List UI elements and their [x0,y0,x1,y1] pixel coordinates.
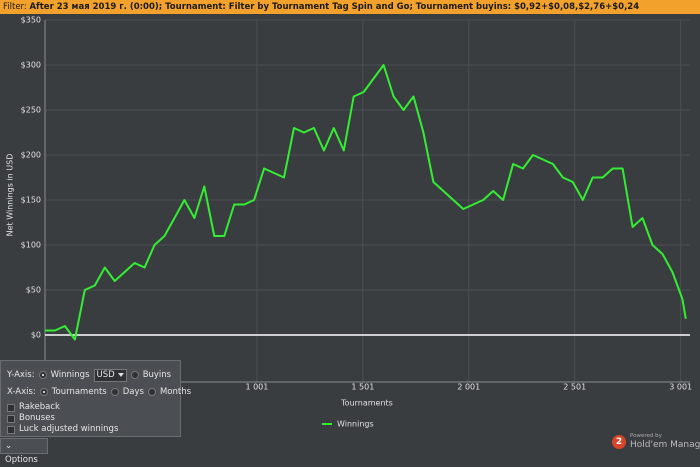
y-tick-label: $100 [21,241,41,250]
label: Luck adjusted winnings [19,424,119,434]
radio[interactable] [110,388,119,396]
y-tick-label: $50 [26,286,41,295]
label: Buyins [142,370,172,380]
checkbox[interactable] [7,414,15,423]
chart: Net Winnings in USD Tournaments $350 $300… [6,16,693,429]
options-button[interactable]: ⌄ Options [0,438,48,465]
brand-name: Hold'em Manager [630,440,700,450]
button-text: Options [5,455,38,465]
currency-select[interactable]: USD [93,368,127,382]
checkbox[interactable] [7,425,15,434]
label: Tournaments [51,387,107,397]
arrow [117,373,124,377]
label: Days [122,387,144,397]
y-tick-label: $350 [21,16,41,25]
y-tick-label: $150 [21,196,41,205]
filter-text: After 23 мая 2019 г. (0:00); Tournament:… [29,2,640,12]
plot-area [45,20,690,382]
label: Months [159,387,192,397]
x-tick-label: 2 001 [457,383,480,392]
y-tick-label: $250 [21,106,41,115]
options-panel: Y-Axis: Winnings USD Buyins X-Axis: Tour… [0,360,191,437]
x-tick-label: 1 501 [351,383,374,392]
x-tick-label: 3 001 [669,383,692,392]
filter-bar: Filter: After 23 мая 2019 г. (0:00); Tou… [0,0,700,14]
select-text: USD [96,369,115,380]
radio[interactable] [147,388,156,396]
x-axis-label: Tournaments [340,399,393,408]
radio[interactable] [39,388,48,396]
checkbox[interactable] [7,403,15,412]
label: Rakeback [19,402,60,412]
radio[interactable] [130,371,139,379]
y-axis-label: Net Winnings in USD [6,154,15,237]
winnings-line [45,64,687,341]
brand: 2 Powered by Hold'em Manager [612,432,700,454]
y-tick-label: $200 [21,151,41,160]
label: Winnings [50,370,90,380]
label: Y-Axis: [7,370,35,380]
legend-label: Winnings [337,420,374,429]
logo: 2 [612,435,626,449]
x-tick-label: 2 501 [563,383,586,392]
label: Bonuses [19,413,55,423]
filter-label: Filter: [3,2,27,12]
radio[interactable] [38,371,47,379]
y-tick-label: $300 [21,61,41,70]
y-tick-label: $0 [31,331,41,340]
x-tick-label: 1 001 [245,383,268,392]
label: X-Axis: [7,387,36,397]
powered-by: Powered by [630,433,662,439]
